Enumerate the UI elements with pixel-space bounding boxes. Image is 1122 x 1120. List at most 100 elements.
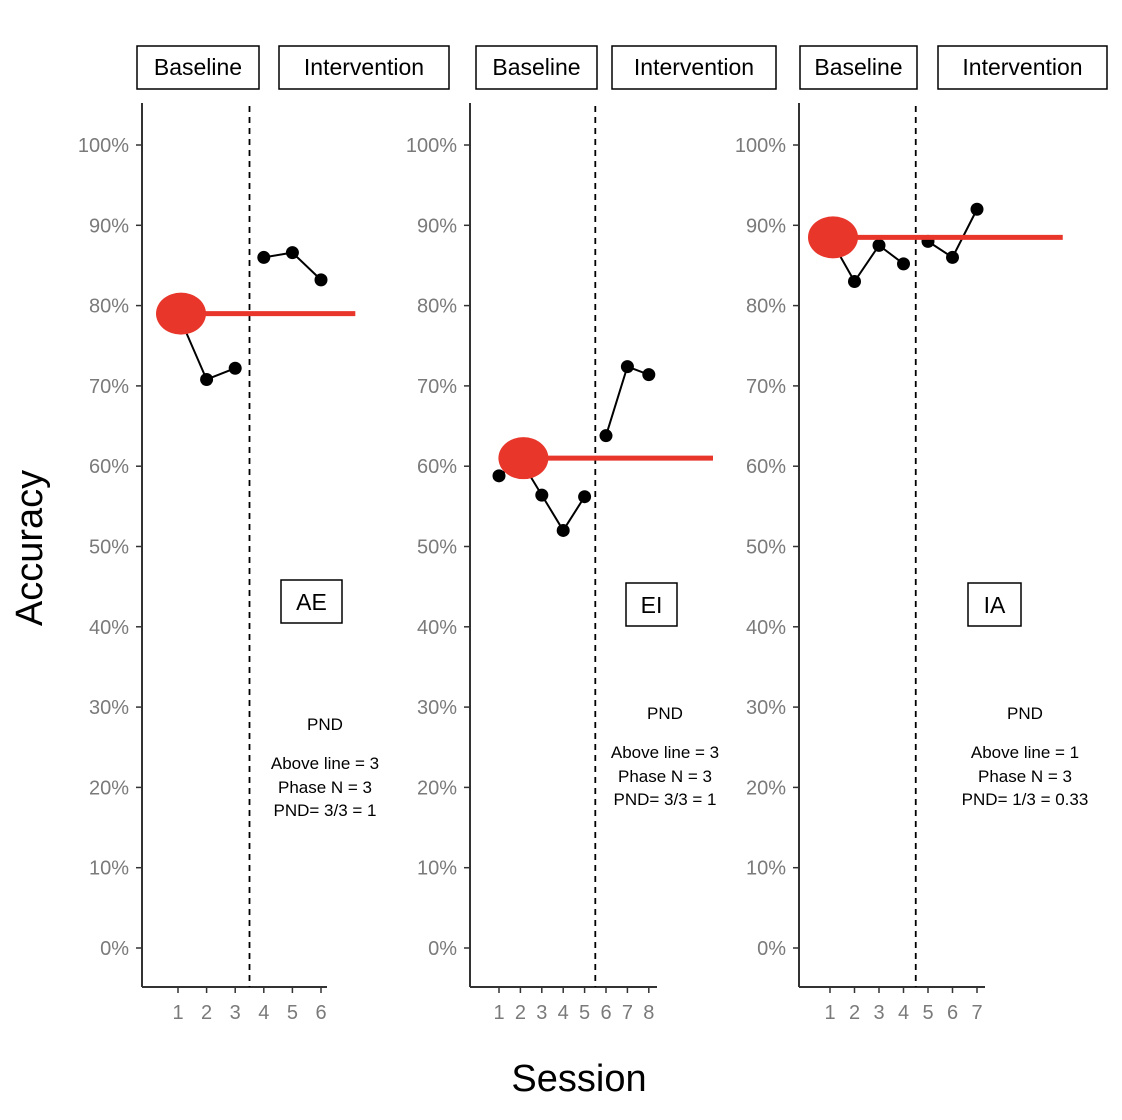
data-point <box>848 275 861 289</box>
pnd-line: Phase N = 3 <box>978 767 1072 786</box>
y-tick-label: 10% <box>746 858 786 880</box>
y-tick-label: 100% <box>406 135 457 157</box>
pnd-heading: PND <box>307 715 343 734</box>
x-tick-label: 4 <box>258 1002 269 1024</box>
y-tick-label: 70% <box>746 376 786 398</box>
data-point <box>200 372 214 386</box>
phase-header-box <box>136 45 260 90</box>
participant-label: EI <box>641 592 663 618</box>
y-tick-label: 60% <box>417 456 457 478</box>
participant-label: IA <box>984 592 1006 618</box>
y-tick-label: 70% <box>417 376 457 398</box>
x-tick-label: 1 <box>172 1002 183 1024</box>
y-tick-label: 50% <box>417 537 457 559</box>
baseline-label: Baseline <box>154 54 242 80</box>
phase-header-box <box>799 45 918 90</box>
x-tick-label: 6 <box>600 1002 611 1024</box>
participant-label-box <box>625 582 678 627</box>
data-point <box>556 523 570 537</box>
data-point <box>257 250 271 264</box>
data-point <box>946 250 959 264</box>
phase-header-box <box>611 45 777 90</box>
data-point <box>492 469 506 483</box>
chart-panel-ei: Baseline Intervention 0% 10% 20% 30% 40% 50% 60%… <box>406 45 777 1024</box>
y-tick-label: 80% <box>89 296 129 318</box>
y-tick-label: 30% <box>89 697 129 719</box>
baseline-label: Baseline <box>492 54 580 80</box>
y-tick-label: 40% <box>89 617 129 639</box>
pnd-reference-marker <box>808 216 858 259</box>
y-tick-label: 50% <box>746 537 786 559</box>
participant-label: AE <box>296 589 327 615</box>
x-tick-label: 1 <box>493 1002 504 1024</box>
x-tick-label: 7 <box>971 1002 982 1024</box>
x-axis-title: Session <box>511 1058 646 1100</box>
data-point <box>535 488 549 502</box>
data-point <box>897 257 910 271</box>
y-tick-label: 90% <box>417 215 457 237</box>
y-tick-label: 0% <box>100 938 129 960</box>
participant-label-box <box>280 579 343 624</box>
y-tick-label: 90% <box>89 215 129 237</box>
x-tick-label: 2 <box>515 1002 526 1024</box>
chart-panel-ia: Baseline Intervention 0% 10% 20% 30% 40% 50% 60%… <box>735 45 1108 1024</box>
y-tick-label: 30% <box>746 697 786 719</box>
y-tick-label: 60% <box>746 456 786 478</box>
chart-panel-ae: Baseline Intervention 0% 10% 20% 30% 40% 50% 60%… <box>78 45 450 1024</box>
y-tick-label: 70% <box>89 376 129 398</box>
x-tick-label: 3 <box>536 1002 547 1024</box>
pnd-line: Phase N = 3 <box>618 767 712 786</box>
x-tick-label: 6 <box>315 1002 326 1024</box>
data-point <box>642 368 656 382</box>
x-tick-label: 5 <box>287 1002 298 1024</box>
pnd-reference-marker <box>498 437 549 480</box>
pnd-line: PND= 3/3 = 1 <box>613 790 716 809</box>
y-tick-label: 100% <box>78 135 129 157</box>
x-tick-label: 5 <box>922 1002 933 1024</box>
y-tick-label: 20% <box>746 777 786 799</box>
y-tick-label: 0% <box>428 938 457 960</box>
pnd-heading: PND <box>647 704 683 723</box>
baseline-label: Baseline <box>814 54 902 80</box>
y-tick-label: 10% <box>89 858 129 880</box>
pnd-line: PND= 1/3 = 0.33 <box>962 790 1089 809</box>
data-point <box>970 202 984 216</box>
x-tick-label: 5 <box>579 1002 590 1024</box>
intervention-label: Intervention <box>634 54 754 80</box>
phase-header-box <box>475 45 598 90</box>
data-point <box>285 246 299 260</box>
x-tick-label: 4 <box>898 1002 909 1024</box>
pnd-line: Above line = 3 <box>611 743 719 762</box>
y-tick-label: 0% <box>757 938 786 960</box>
pnd-reference-marker <box>156 292 206 335</box>
y-tick-label: 80% <box>417 296 457 318</box>
y-tick-label: 100% <box>735 135 786 157</box>
y-tick-label: 90% <box>746 215 786 237</box>
intervention-series-line <box>605 365 650 436</box>
y-tick-label: 60% <box>89 456 129 478</box>
baseline-series-line <box>829 237 905 284</box>
participant-label-box <box>967 582 1022 627</box>
pnd-heading: PND <box>1007 704 1043 723</box>
data-point <box>599 429 613 443</box>
y-tick-label: 40% <box>417 617 457 639</box>
intervention-label: Intervention <box>304 54 424 80</box>
data-point <box>578 490 592 504</box>
y-tick-label: 40% <box>746 617 786 639</box>
y-tick-label: 20% <box>417 777 457 799</box>
x-tick-label: 6 <box>947 1002 958 1024</box>
data-point <box>620 360 634 374</box>
pnd-line: Above line = 3 <box>271 754 379 773</box>
data-point <box>228 361 242 375</box>
intervention-series-line <box>927 208 978 259</box>
x-tick-label: 3 <box>230 1002 241 1024</box>
x-tick-label: 3 <box>873 1002 884 1024</box>
y-tick-label: 50% <box>89 537 129 559</box>
x-tick-label: 2 <box>849 1002 860 1024</box>
data-point <box>314 273 328 287</box>
phase-header-box <box>937 45 1108 90</box>
data-point <box>872 238 886 252</box>
y-axis-title: Accuracy <box>9 470 51 626</box>
phase-header-box <box>278 45 450 90</box>
